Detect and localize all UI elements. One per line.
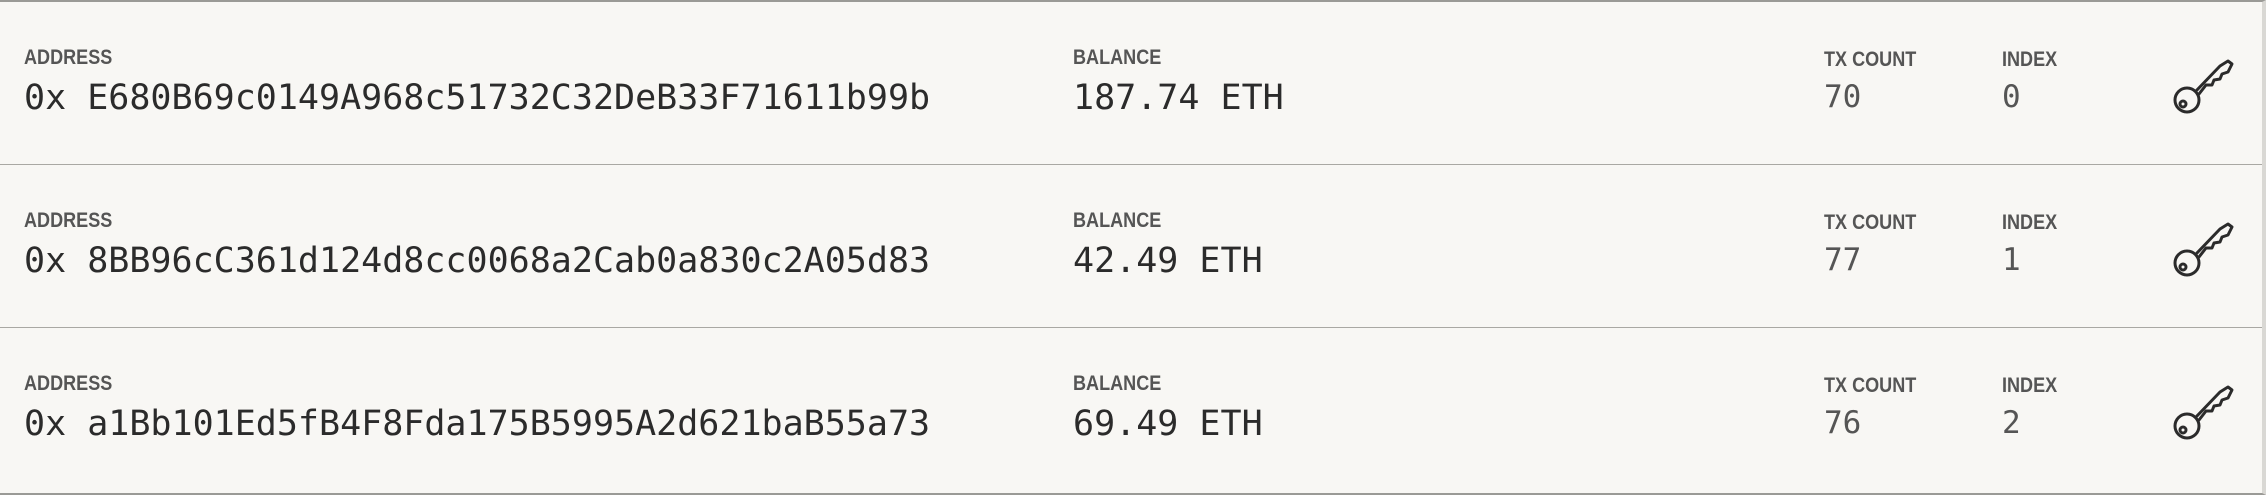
index-field: INDEX 2 xyxy=(2002,374,2066,444)
tx-count-label: TX COUNT xyxy=(1824,211,1917,234)
index-label: INDEX xyxy=(2002,211,2058,234)
address-value[interactable]: 0x a1Bb101Ed5fB4F8Fda175B5995A2d621baB55… xyxy=(24,404,931,444)
tx-count-value: 76 xyxy=(1824,405,1862,441)
show-keys-button[interactable] xyxy=(2170,52,2236,118)
address-value[interactable]: 0x E680B69c0149A968c51732C32DeB33F71611b… xyxy=(24,78,931,118)
balance-value: 69.49 ETH xyxy=(1073,404,1263,444)
tx-count-value: 70 xyxy=(1824,79,1862,115)
balance-value: 42.49 ETH xyxy=(1073,241,1263,281)
address-field: ADDRESS 0x E680B69c0149A968c51732C32DeB3… xyxy=(24,46,930,120)
index-value: 0 xyxy=(2002,79,2021,115)
balance-field: BALANCE 42.49 ETH xyxy=(1073,209,1263,283)
address-label: ADDRESS xyxy=(24,209,113,232)
tx-count-field: TX COUNT 76 xyxy=(1824,374,1931,444)
key-icon xyxy=(2173,59,2234,114)
address-field: ADDRESS 0x 8BB96cC361d124d8cc0068a2Cab0a… xyxy=(24,209,930,283)
index-label: INDEX xyxy=(2002,374,2058,397)
tx-count-field: TX COUNT 70 xyxy=(1824,48,1931,118)
address-field: ADDRESS 0x a1Bb101Ed5fB4F8Fda175B5995A2d… xyxy=(24,372,930,446)
balance-value: 187.74 ETH xyxy=(1073,78,1284,118)
index-field: INDEX 0 xyxy=(2002,48,2066,118)
index-value: 1 xyxy=(2002,242,2021,278)
index-field: INDEX 1 xyxy=(2002,211,2066,281)
account-row[interactable]: ADDRESS 0x 8BB96cC361d124d8cc0068a2Cab0a… xyxy=(0,165,2262,328)
key-icon xyxy=(2173,385,2234,440)
index-label: INDEX xyxy=(2002,48,2058,71)
balance-label: BALANCE xyxy=(1073,209,1162,232)
balance-field: BALANCE 187.74 ETH xyxy=(1073,46,1284,120)
balance-label: BALANCE xyxy=(1073,372,1162,395)
address-label: ADDRESS xyxy=(24,46,113,69)
tx-count-label: TX COUNT xyxy=(1824,48,1917,71)
key-icon xyxy=(2173,222,2234,277)
tx-count-value: 77 xyxy=(1824,242,1862,278)
balance-field: BALANCE 69.49 ETH xyxy=(1073,372,1263,446)
account-row[interactable]: ADDRESS 0x a1Bb101Ed5fB4F8Fda175B5995A2d… xyxy=(0,328,2262,493)
account-row[interactable]: ADDRESS 0x E680B69c0149A968c51732C32DeB3… xyxy=(0,2,2262,165)
show-keys-button[interactable] xyxy=(2170,378,2236,444)
index-value: 2 xyxy=(2002,405,2021,441)
tx-count-label: TX COUNT xyxy=(1824,374,1917,397)
show-keys-button[interactable] xyxy=(2170,215,2236,281)
balance-label: BALANCE xyxy=(1073,46,1162,69)
tx-count-field: TX COUNT 77 xyxy=(1824,211,1931,281)
address-label: ADDRESS xyxy=(24,372,113,395)
address-value[interactable]: 0x 8BB96cC361d124d8cc0068a2Cab0a830c2A05… xyxy=(24,241,931,281)
